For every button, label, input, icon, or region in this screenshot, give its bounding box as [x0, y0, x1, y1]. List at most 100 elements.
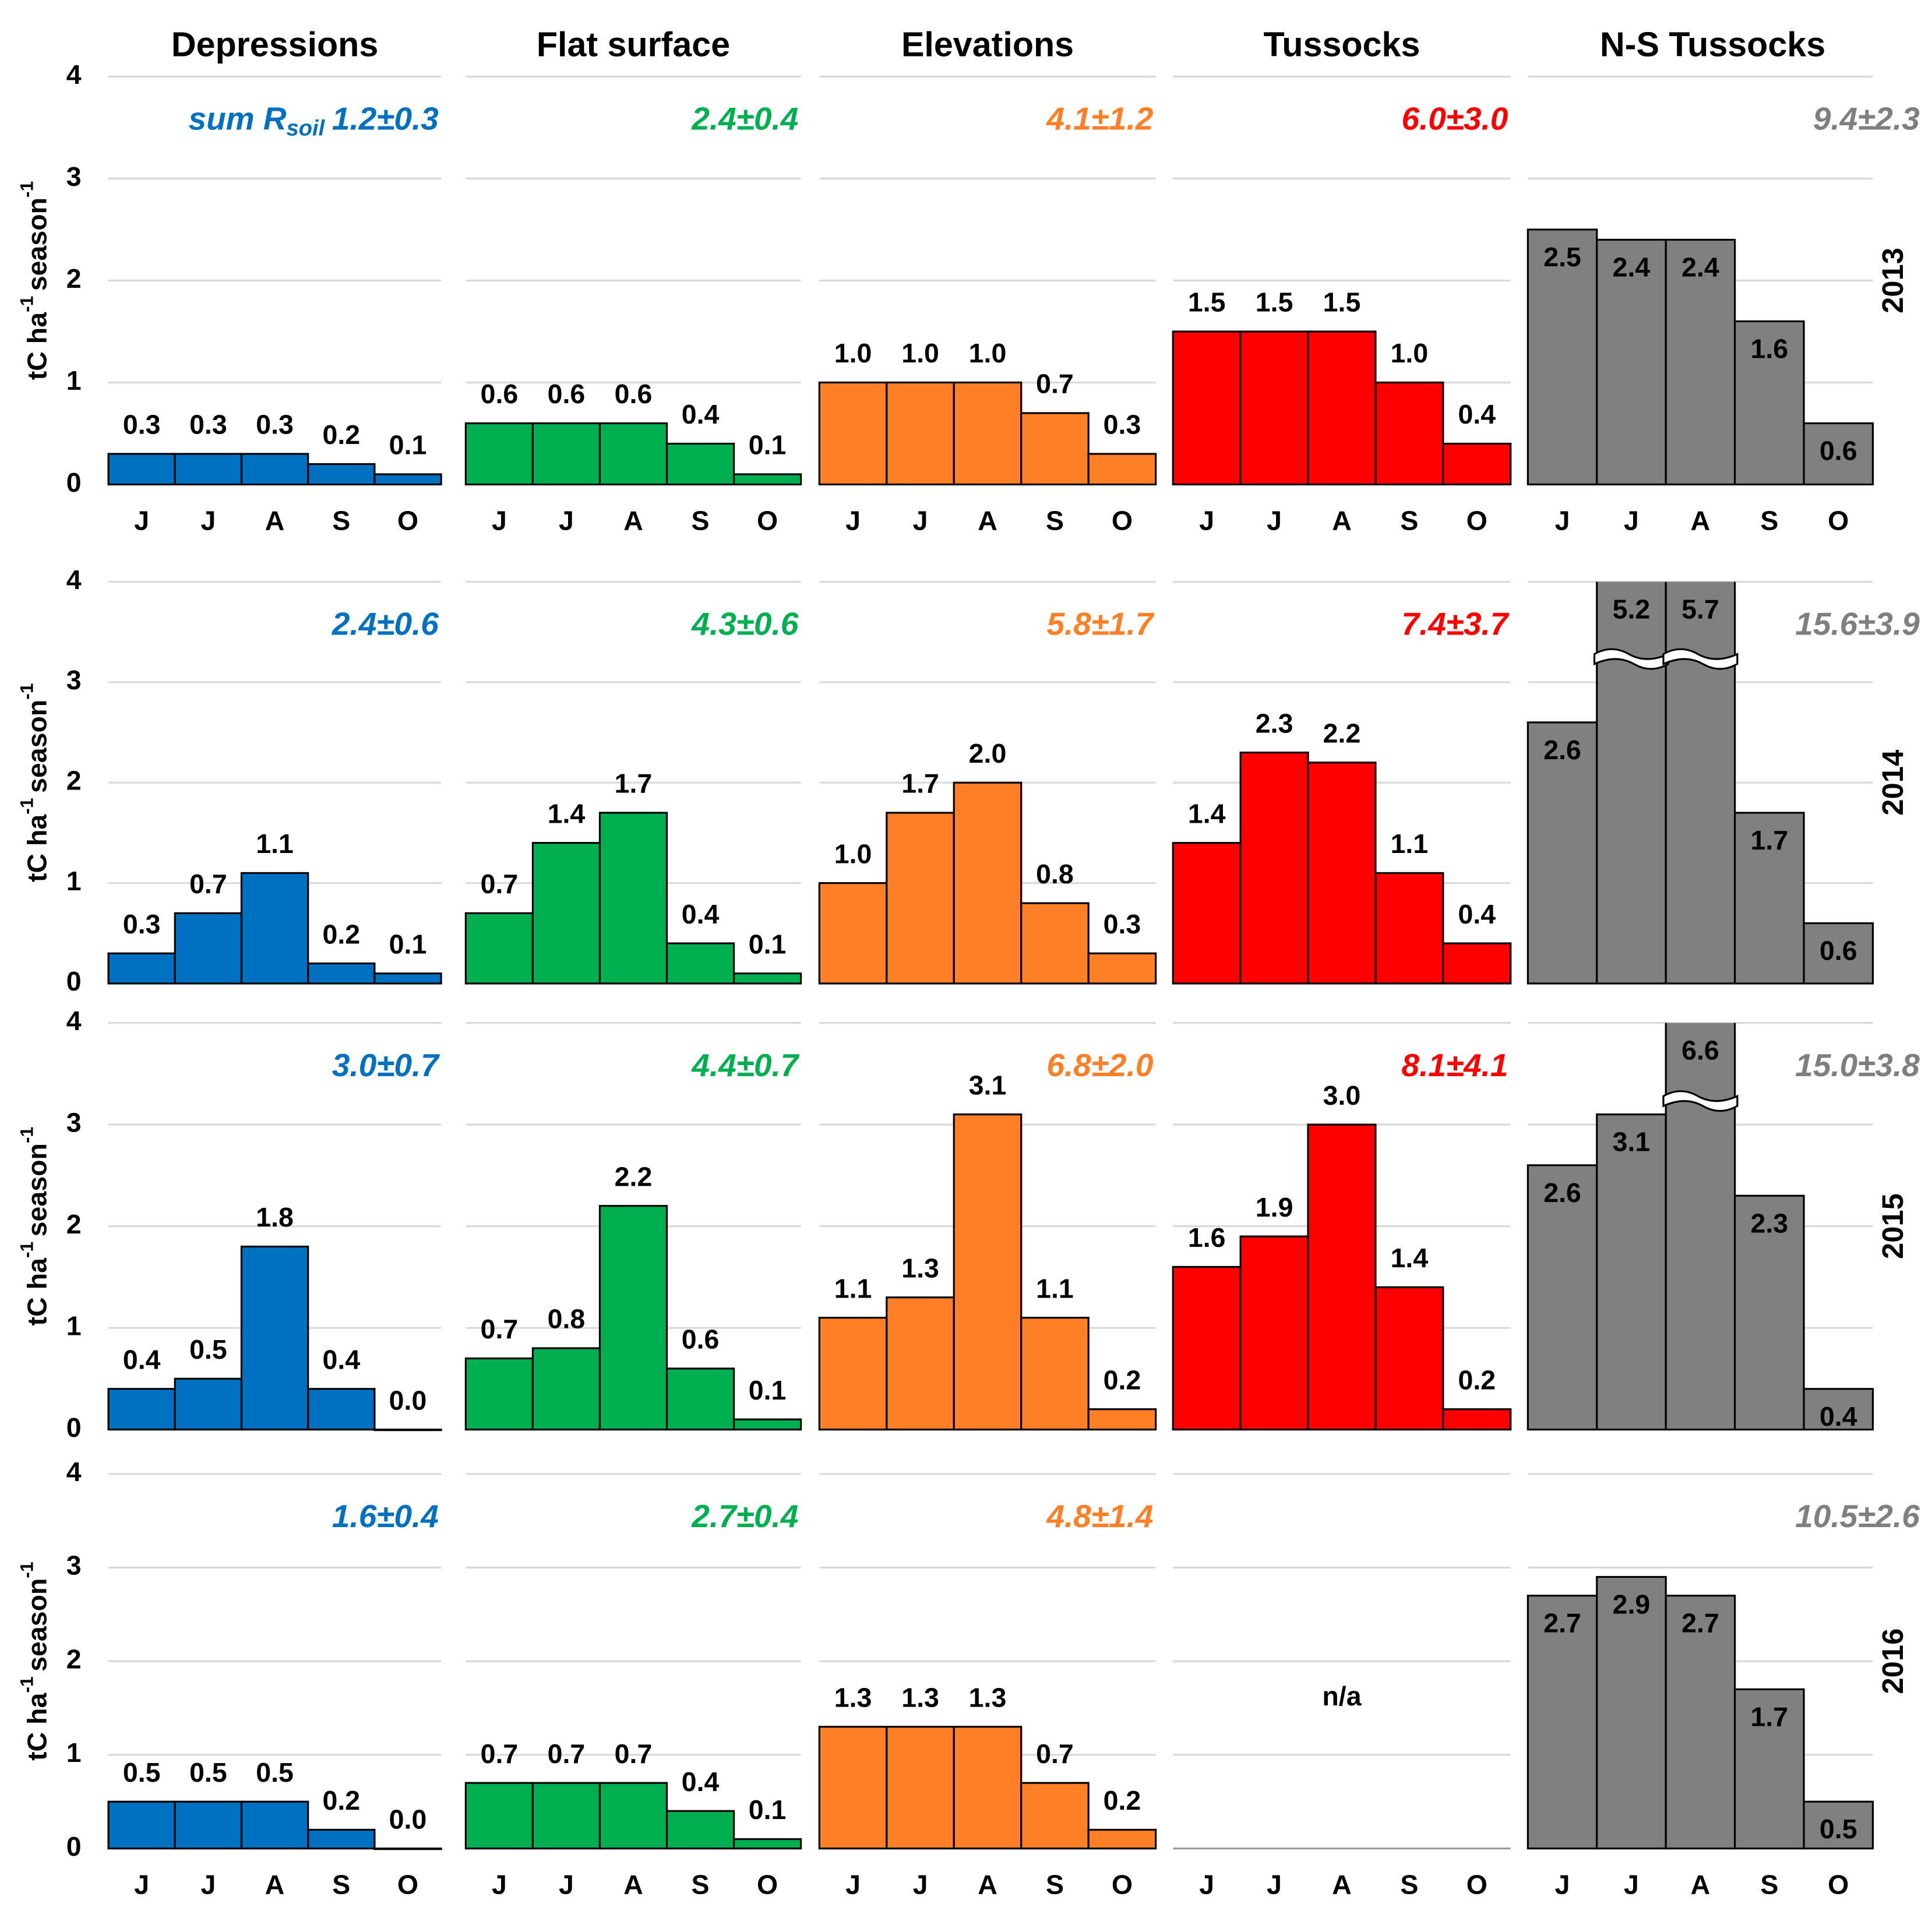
annotation-label: sum R — [189, 100, 287, 136]
y-axis-label-part: season — [22, 1578, 52, 1672]
annotation-value: 1.2±0.3 — [332, 100, 439, 136]
annotation-value: 15.0±3.8 — [1795, 1046, 1920, 1083]
bar — [886, 381, 955, 486]
value-label: 1.1 — [256, 829, 294, 859]
bar — [886, 1296, 955, 1431]
x-tick-label: J — [492, 1869, 507, 1899]
annotation: 10.5±2.6 — [1795, 1497, 1920, 1534]
x-tick-label: J — [913, 505, 928, 535]
value-label: 1.6 — [1188, 1222, 1226, 1253]
panel: 2014 15.6±3.9 2.6 5.2 5.7 1.7 0.6 — [1526, 580, 1920, 985]
y-axis-label: tC ha-1season-1 — [16, 1127, 52, 1326]
x-tick-label: S — [692, 505, 710, 535]
value-label: 3.1 — [969, 1070, 1007, 1100]
value-label: 0.4 — [682, 899, 720, 929]
annotation: 15.6±3.9 — [1795, 605, 1920, 641]
value-label: 1.3 — [969, 1682, 1007, 1712]
year-label: 2016 — [1876, 1629, 1909, 1694]
panel: 2016 J J A S O 10.5±2.6 2.7 2.9 2.7 1.7 0.5 — [1526, 1473, 1920, 1899]
bar — [818, 1726, 888, 1850]
bar — [1020, 1782, 1090, 1850]
bar — [307, 962, 376, 985]
value-label: 1.3 — [901, 1253, 939, 1283]
bar — [1665, 581, 1736, 985]
value-label: 0.0 — [389, 1804, 427, 1834]
bar — [665, 1810, 735, 1850]
x-tick-label: A — [1332, 505, 1352, 535]
bar — [953, 781, 1023, 985]
annotation: 6.8±2.0 — [1046, 1046, 1153, 1083]
bar — [1526, 1595, 1598, 1850]
bars — [1172, 1123, 1512, 1431]
bar — [818, 1317, 888, 1431]
bar — [1172, 842, 1242, 985]
bar — [953, 1726, 1023, 1850]
panel: 2015 15.0±3.8 2.6 3.1 6.6 2.3 0.4 — [1526, 1022, 1920, 1432]
x-tick-label: O — [1828, 505, 1849, 535]
bar — [531, 842, 601, 985]
bar — [1734, 1194, 1805, 1431]
panel: 6.8±2.0 1.1 1.3 3.1 1.1 0.2 — [818, 1022, 1157, 1431]
y-tick-label: 0 — [66, 966, 82, 996]
x-tick-label: J — [200, 505, 216, 535]
value-label: 0.7 — [548, 1739, 586, 1769]
panel: J J A S O 2.7±0.4 0.7 0.7 0.7 0.4 0.1 — [464, 1473, 802, 1899]
value-label: 2.3 — [1751, 1208, 1789, 1238]
value-label: 0.3 — [123, 410, 161, 440]
y-axis-label-sup: -1 — [16, 1561, 37, 1578]
annotation-value: 7.4±3.7 — [1402, 605, 1510, 641]
value-label: 0.2 — [322, 1785, 360, 1816]
y-axis-label: tC ha-1season-1 — [16, 683, 52, 882]
x-tick-label: J — [1267, 505, 1282, 535]
annotation: 7.4±3.7 — [1402, 605, 1510, 641]
x-tick-label: J — [559, 505, 574, 535]
x-tick-label: A — [1691, 1869, 1711, 1899]
y-axis-label-part: season — [22, 1143, 52, 1236]
bar — [464, 1782, 534, 1850]
bar — [174, 1800, 243, 1850]
value-label: 2.7 — [1681, 1608, 1719, 1638]
value-label: 0.4 — [682, 399, 720, 429]
value-label: 0.6 — [1820, 436, 1857, 466]
annotation-label-sub: soil — [287, 116, 326, 140]
value-label: 0.6 — [682, 1324, 720, 1355]
bar — [1734, 1688, 1805, 1850]
y-axis-label: tC ha-1season-1 — [16, 181, 52, 380]
bars — [464, 1205, 802, 1431]
annotation-value: 6.0±3.0 — [1402, 100, 1508, 136]
value-label: 5.7 — [1681, 594, 1719, 625]
annotation: 4.8±1.4 — [1046, 1497, 1153, 1534]
value-label: 0.6 — [548, 379, 586, 409]
x-tick-label: A — [978, 1869, 997, 1899]
value-label: 0.7 — [1036, 1739, 1074, 1769]
bar — [1734, 320, 1805, 486]
value-label: 1.4 — [548, 798, 586, 829]
value-label: 0.8 — [1036, 859, 1074, 889]
bars — [818, 781, 1157, 985]
bar — [307, 463, 376, 486]
bar — [732, 972, 802, 985]
x-tick-label: A — [623, 1869, 643, 1899]
bar — [1087, 1828, 1157, 1850]
bar — [1087, 453, 1157, 486]
value-label: 2.4 — [1681, 252, 1719, 283]
y-tick-label: 3 — [66, 161, 82, 192]
x-tick-label: S — [1760, 1869, 1778, 1899]
y-tick-label: 0 — [66, 1831, 82, 1862]
value-label: 0.7 — [189, 869, 227, 899]
bar — [1526, 1164, 1598, 1431]
annotation-value: 9.4±2.3 — [1813, 100, 1920, 136]
annotation: 2.7±0.4 — [691, 1497, 798, 1534]
bar — [1526, 228, 1598, 486]
value-label: 1.0 — [969, 338, 1007, 368]
x-tick-label: A — [1332, 1869, 1352, 1899]
bar — [174, 453, 243, 486]
bars — [818, 381, 1157, 486]
y-axis-label-part: tC ha — [22, 1257, 52, 1326]
x-tick-label: S — [1400, 1869, 1418, 1899]
value-label: 1.4 — [1188, 798, 1226, 829]
bars — [464, 422, 802, 486]
y-axis-label: tC ha-1season-1 — [16, 1561, 52, 1760]
x-tick-label: J — [134, 1869, 149, 1899]
